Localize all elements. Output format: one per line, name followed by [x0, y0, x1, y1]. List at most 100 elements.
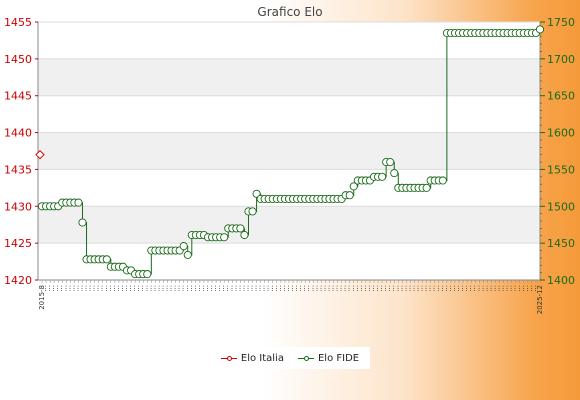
legend-item-elo-fide: Elo FIDE — [297, 353, 359, 364]
left-tick-label: 1435 — [4, 163, 32, 176]
x-tick-label: ··· — [244, 285, 252, 292]
x-tick-label: ··· — [293, 285, 301, 292]
x-tick-label: ··· — [115, 285, 123, 292]
x-tick-label: ··· — [334, 285, 342, 292]
x-tick-label: ··· — [273, 285, 281, 292]
x-tick-label: ··· — [228, 285, 236, 292]
left-tick-label: 1420 — [4, 274, 32, 287]
x-tick-label: ··· — [439, 285, 447, 292]
right-tick-label: 1550 — [547, 163, 575, 176]
x-tick-label: ··· — [269, 285, 277, 292]
x-tick-label: ··· — [111, 285, 119, 292]
elo-fide-point — [535, 25, 545, 34]
grid-band — [38, 206, 540, 244]
elo-fide-point — [378, 172, 387, 181]
x-tick-label: ··· — [338, 285, 346, 292]
x-tick-label: ··· — [95, 285, 103, 292]
x-tick-label: ··· — [240, 285, 248, 292]
x-tick-label: ··· — [208, 285, 216, 292]
x-tick-label: ··· — [419, 285, 427, 292]
x-tick-label: ··· — [200, 285, 208, 292]
elo-fide-point — [74, 198, 83, 207]
elo-fide-point — [220, 233, 229, 242]
right-axis-ticks: 1400 1450 1500 1550 1600 1650 1700 1750 — [540, 16, 575, 287]
elo-fide-point — [179, 242, 188, 251]
x-tick-label: ··· — [524, 285, 532, 292]
x-tick-label: ··· — [50, 285, 58, 292]
x-tick-label: ··· — [358, 285, 366, 292]
x-axis-ticks: 2015-8··································… — [38, 280, 544, 314]
elo-fide-point — [422, 183, 431, 192]
x-tick-label: ··· — [261, 285, 269, 292]
x-tick-label: ··· — [99, 285, 107, 292]
left-tick-label: 1425 — [4, 237, 32, 250]
x-tick-label: ··· — [204, 285, 212, 292]
x-tick-label: ··· — [447, 285, 455, 292]
x-tick-label: ··· — [374, 285, 382, 292]
elo-fide-point — [78, 218, 87, 227]
right-tick-label: 1450 — [547, 237, 575, 250]
elo-fide-point — [248, 207, 257, 216]
x-tick-label: ··· — [435, 285, 443, 292]
elo-fide-point — [349, 182, 358, 191]
elo-fide-point — [386, 158, 395, 167]
x-tick-label: ··· — [87, 285, 95, 292]
x-tick-label: ··· — [378, 285, 386, 292]
x-tick-label: ··· — [362, 285, 370, 292]
x-tick-label: ··· — [431, 285, 439, 292]
x-tick-label: ··· — [475, 285, 483, 292]
x-tick-label: ··· — [402, 285, 410, 292]
x-tick-label: ··· — [516, 285, 524, 292]
x-tick-label: ··· — [135, 285, 143, 292]
x-tick-label: ··· — [313, 285, 321, 292]
series-elo-fide — [37, 25, 545, 279]
x-tick-label: ··· — [151, 285, 159, 292]
x-tick-label: ··· — [196, 285, 204, 292]
x-tick-label: ··· — [479, 285, 487, 292]
legend-item-elo-italia: Elo Italia — [220, 353, 284, 364]
x-tick-label: ··· — [257, 285, 265, 292]
x-tick-label: ··· — [528, 285, 536, 292]
x-tick-label: ··· — [483, 285, 491, 292]
left-axis-ticks: 1420 1425 1430 1435 1440 1445 1450 1455 — [4, 16, 38, 287]
x-tick-label: ··· — [143, 285, 151, 292]
elo-fide-point — [390, 169, 399, 178]
x-tick-label: ··· — [455, 285, 463, 292]
x-tick-label: ··· — [317, 285, 325, 292]
x-tick-label: ··· — [127, 285, 135, 292]
x-tick-label: ··· — [443, 285, 451, 292]
x-tick-label: ··· — [301, 285, 309, 292]
x-tick-label: ··· — [236, 285, 244, 292]
x-tick-label: ··· — [496, 285, 504, 292]
x-tick-label: ··· — [188, 285, 196, 292]
x-tick-label: ··· — [103, 285, 111, 292]
right-tick-label: 1500 — [547, 200, 575, 213]
x-tick-label: ··· — [66, 285, 74, 292]
x-tick-label: ··· — [42, 285, 50, 292]
x-tick-label: ··· — [330, 285, 338, 292]
left-tick-label: 1445 — [4, 90, 32, 103]
grid-band — [38, 132, 540, 170]
x-tick-label: ··· — [54, 285, 62, 292]
elo-fide-point — [236, 224, 245, 233]
x-tick-label: ··· — [305, 285, 313, 292]
x-tick-label: ··· — [58, 285, 66, 292]
x-tick-label: ··· — [220, 285, 228, 292]
elo-fide-point — [345, 191, 354, 200]
x-tick-label: ··· — [370, 285, 378, 292]
grid-band — [38, 58, 540, 96]
x-tick-label: ··· — [216, 285, 224, 292]
x-tick-label: ··· — [508, 285, 516, 292]
x-tick-label: ··· — [350, 285, 358, 292]
right-tick-label: 1400 — [547, 274, 575, 287]
plot-background — [38, 22, 540, 280]
x-tick-label: ··· — [321, 285, 329, 292]
x-tick-label: ··· — [406, 285, 414, 292]
x-tick-label: ··· — [463, 285, 471, 292]
x-tick-label: ··· — [224, 285, 232, 292]
elo-fide-point — [143, 270, 152, 279]
x-tick-label: ··· — [289, 285, 297, 292]
x-tick-label: ··· — [366, 285, 374, 292]
x-tick-label: ··· — [176, 285, 184, 292]
